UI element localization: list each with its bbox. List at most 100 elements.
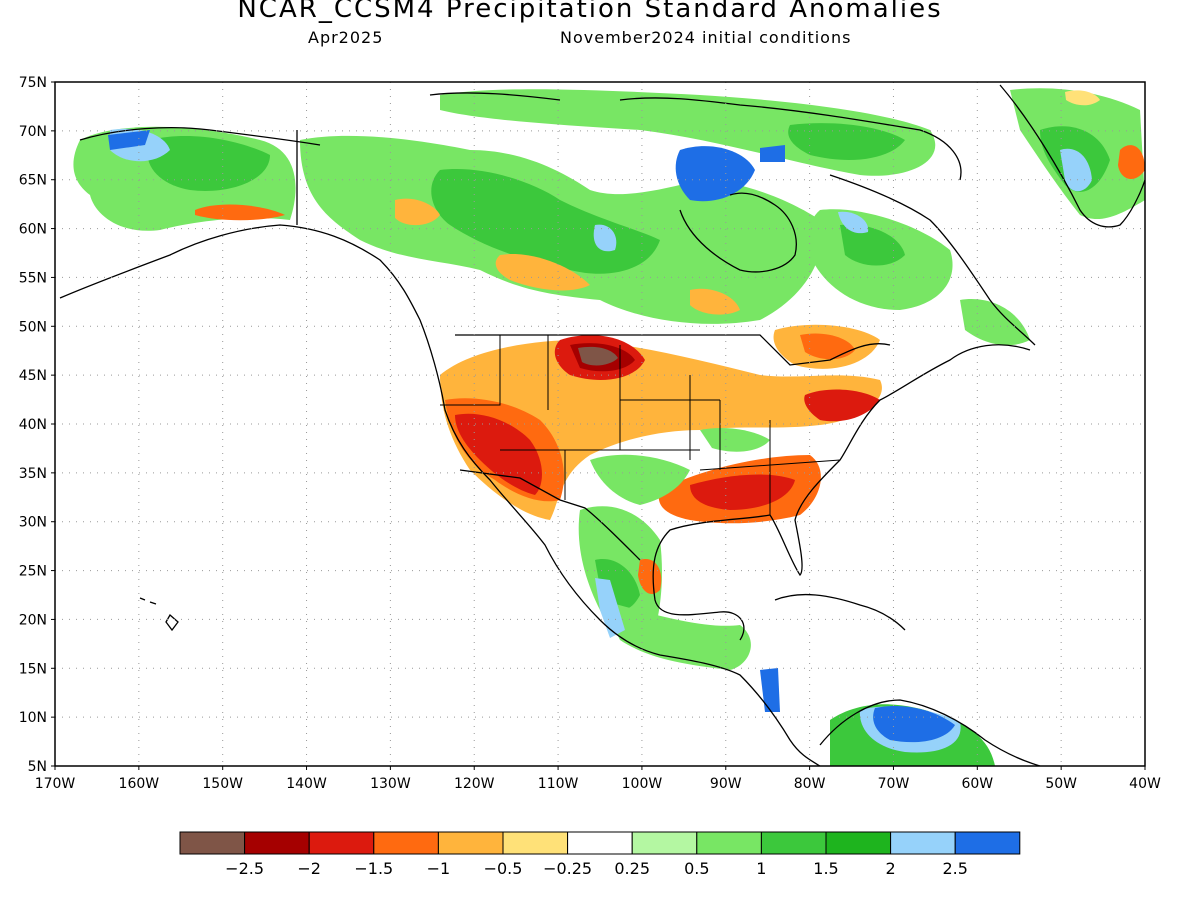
field-dakotas-extreme xyxy=(578,346,618,366)
lat-tick-label: 40N xyxy=(19,417,47,433)
lon-tick-label: 170W xyxy=(35,776,76,792)
colorbar-swatch xyxy=(760,831,827,855)
colorbar-swatch xyxy=(308,831,375,855)
latitude-axis: 75N 70N 65N 60N 55N 50N 45N 40N 35N 30N 25N 20N 15N 1… xyxy=(19,75,55,775)
field-east-canada-core xyxy=(840,224,905,266)
colorbar-label: 0.25 xyxy=(614,859,650,878)
lat-tick-label: 65N xyxy=(19,173,47,189)
lat-tick-label: 45N xyxy=(19,368,47,384)
field-canada-dry3 xyxy=(690,288,740,315)
map-title: NCAR_CCSM4 Precipitation Standard Anomal… xyxy=(237,0,943,24)
colorbar-label: 1 xyxy=(756,859,766,878)
colorbar-label: 2 xyxy=(886,859,896,878)
colorbar-swatch xyxy=(502,831,569,855)
lon-tick-label: 90W xyxy=(710,776,742,792)
colorbar-swatch xyxy=(825,831,892,855)
field-arctic-core xyxy=(788,123,905,160)
colorbar-swatch xyxy=(890,831,956,855)
valid-month-label: Apr2025 xyxy=(308,28,384,47)
field-central-america-wet xyxy=(600,600,751,670)
coast-greenland xyxy=(999,84,1145,228)
lat-tick-label: 15N xyxy=(19,661,47,677)
border-us-states xyxy=(440,335,841,515)
border-us-mexico xyxy=(459,469,641,561)
colorbar-swatch xyxy=(244,831,310,855)
colorbar-label: −1 xyxy=(427,859,451,878)
coast-hudson xyxy=(679,192,797,273)
coast-east xyxy=(652,344,1031,641)
colorbar-label: −0.25 xyxy=(543,859,592,878)
colorbar-label: 0.5 xyxy=(684,859,709,878)
field-east-canada-blue xyxy=(838,211,869,234)
lat-tick-label: 20N xyxy=(19,612,47,628)
colorbar-label: 1.5 xyxy=(813,859,838,878)
lat-tick-label: 35N xyxy=(19,466,47,482)
lon-tick-label: 70W xyxy=(878,776,910,792)
field-canada-dry1 xyxy=(495,254,590,291)
field-southeast-dry-core xyxy=(690,474,795,510)
lat-tick-label: 55N xyxy=(19,270,47,286)
colorbar-label: −1.5 xyxy=(354,859,393,878)
field-plains-wet xyxy=(590,454,690,505)
field-alaska-dry xyxy=(195,204,285,221)
lon-tick-label: 60W xyxy=(961,776,993,792)
field-hudson-blue xyxy=(675,146,755,202)
longitude-axis: 170W 160W 150W 140W 130W 120W 110W 100W 90W 80W 70… xyxy=(35,766,1161,792)
colorbar-swatch xyxy=(179,831,246,855)
lon-tick-label: 130W xyxy=(370,776,411,792)
coast-cuba xyxy=(774,593,906,631)
lon-tick-label: 80W xyxy=(794,776,826,792)
lon-tick-label: 40W xyxy=(1129,776,1161,792)
coast-arctic xyxy=(79,92,962,181)
initial-conditions-label: November2024 initial conditions xyxy=(560,28,852,47)
field-alaska-core xyxy=(147,135,270,191)
field-arctic-blue xyxy=(760,145,785,162)
colorbar-label: −0.5 xyxy=(484,859,523,878)
colorbar-label: −2.5 xyxy=(225,859,264,878)
field-alaska-darkblue xyxy=(108,130,150,150)
field-greenland-blue xyxy=(1060,148,1092,192)
field-mexico-lightblue xyxy=(595,578,625,638)
field-us-dry-core xyxy=(455,413,542,495)
colorbar-swatch xyxy=(954,831,1021,855)
lat-tick-label: 70N xyxy=(19,124,47,140)
field-greenland-dry xyxy=(1118,145,1145,180)
colorbar-swatch xyxy=(373,831,439,855)
lon-tick-label: 100W xyxy=(622,776,663,792)
coast-labrador xyxy=(829,174,1036,346)
lon-tick-label: 110W xyxy=(538,776,579,792)
colorbar-label: −2 xyxy=(297,859,321,878)
lat-tick-label: 25N xyxy=(19,564,47,580)
field-hudson-lightblue xyxy=(593,224,617,252)
colorbar-swatch xyxy=(567,831,633,855)
field-northeast-dry xyxy=(804,389,880,422)
lat-tick-label: 60N xyxy=(19,222,47,238)
field-maritimes-wet xyxy=(960,299,1030,346)
lat-tick-label: 5N xyxy=(28,759,47,775)
colorbar-label: 2.5 xyxy=(942,859,967,878)
coast-alaska xyxy=(59,224,821,766)
lon-tick-label: 150W xyxy=(202,776,243,792)
colorbar-swatch xyxy=(437,831,504,855)
field-gulf-stlawrence-dry-core xyxy=(800,333,855,360)
coastlines xyxy=(59,84,1145,766)
field-ohio-wet xyxy=(700,428,770,452)
colorbar-swatch xyxy=(631,831,698,855)
field-central-america-blue xyxy=(760,668,780,712)
lon-tick-label: 140W xyxy=(286,776,327,792)
coast-hawaii xyxy=(139,597,179,632)
lon-tick-label: 160W xyxy=(119,776,160,792)
field-greenland-ltdry xyxy=(1065,90,1100,106)
lat-tick-label: 10N xyxy=(19,710,47,726)
lat-tick-label: 30N xyxy=(19,515,47,531)
lon-tick-label: 50W xyxy=(1045,776,1077,792)
lat-tick-label: 75N xyxy=(19,75,47,91)
lon-tick-label: 120W xyxy=(454,776,495,792)
field-mexico-dry xyxy=(638,559,662,595)
colorbar: −2.5 −2 −1.5 −1 −0.5 −0.25 0.25 0.5 1 1.5 2 2.5 xyxy=(179,831,1021,878)
anomaly-field xyxy=(73,88,1145,766)
colorbar-swatch xyxy=(696,831,762,855)
coast-sa xyxy=(819,699,1041,766)
lat-tick-label: 50N xyxy=(19,319,47,335)
